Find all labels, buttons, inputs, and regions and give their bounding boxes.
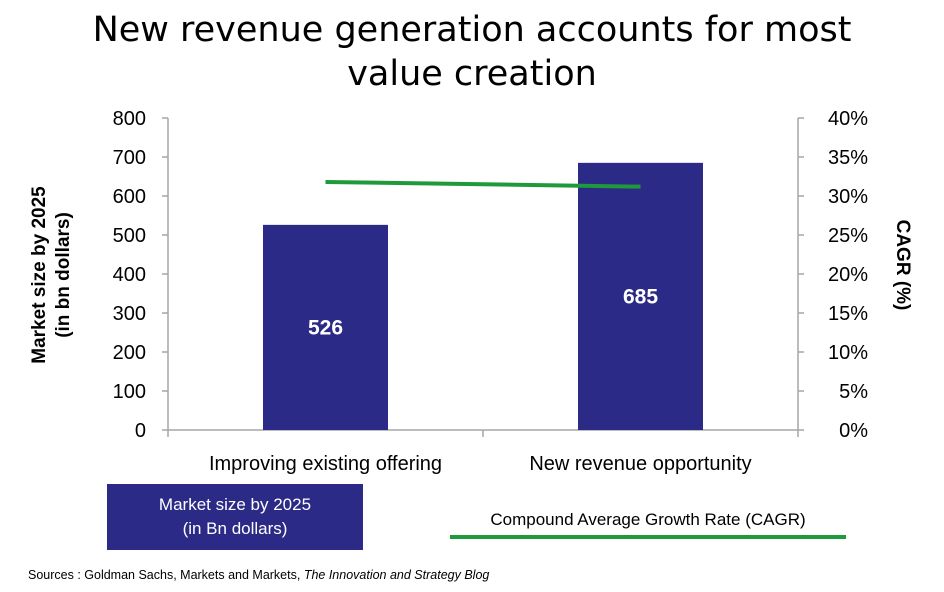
right-tick-label: 0%: [839, 420, 868, 442]
legend-bar-label-line2: (in Bn dollars): [182, 519, 288, 538]
left-axis-label: Market size by 2025 (in bn dollars): [28, 186, 76, 363]
bar-data-label: 526: [308, 316, 343, 339]
chart-title-line1: New revenue generation accounts for most: [92, 10, 852, 50]
chart-title: New revenue generation accounts for most…: [0, 8, 944, 96]
legend-bar-label-line1: Market size by 2025: [158, 495, 312, 514]
right-tick-label: 30%: [828, 186, 868, 208]
right-tick-label: 35%: [828, 147, 868, 169]
left-tick-label: 700: [113, 147, 146, 169]
category-label: Improving existing offering: [209, 453, 442, 475]
bar: [263, 224, 388, 430]
legend-line-swatch: [450, 535, 846, 539]
left-tick-label: 400: [113, 264, 146, 286]
right-tick-label: 25%: [828, 225, 868, 247]
right-tick-label: 40%: [828, 108, 868, 130]
cagr-line: [325, 179, 641, 189]
left-axis-label-line1: Market size by 2025: [29, 186, 50, 364]
right-tick-label: 20%: [828, 264, 868, 286]
sources-note: Sources : Goldman Sachs, Markets and Mar…: [28, 568, 489, 582]
sources-prefix: Sources : Goldman Sachs, Markets and Mar…: [28, 568, 304, 582]
left-tick-label: 300: [113, 303, 146, 325]
chart-title-line2: value creation: [347, 54, 597, 94]
right-axis-label: CAGR (%): [892, 219, 913, 311]
sources-italic: The Innovation and Strategy Blog: [303, 568, 490, 582]
left-tick-label: 600: [113, 186, 146, 208]
legend-bar-series: Market size by 2025 (in Bn dollars): [107, 484, 363, 550]
bar: [578, 162, 703, 430]
left-tick-label: 200: [113, 342, 146, 364]
left-tick-label: 800: [113, 108, 146, 130]
bar-data-label: 685: [623, 285, 658, 308]
category-label: New revenue opportunity: [529, 453, 751, 475]
legend-line-label: Compound Average Growth Rate (CAGR): [490, 510, 806, 529]
left-tick-label: 0: [135, 420, 146, 442]
left-axis-label-line2: (in bn dollars): [53, 212, 74, 338]
right-tick-label: 5%: [839, 381, 868, 403]
left-tick-label: 500: [113, 225, 146, 247]
left-tick-label: 100: [113, 381, 146, 403]
right-tick-label: 15%: [828, 303, 868, 325]
right-tick-label: 10%: [828, 342, 868, 364]
